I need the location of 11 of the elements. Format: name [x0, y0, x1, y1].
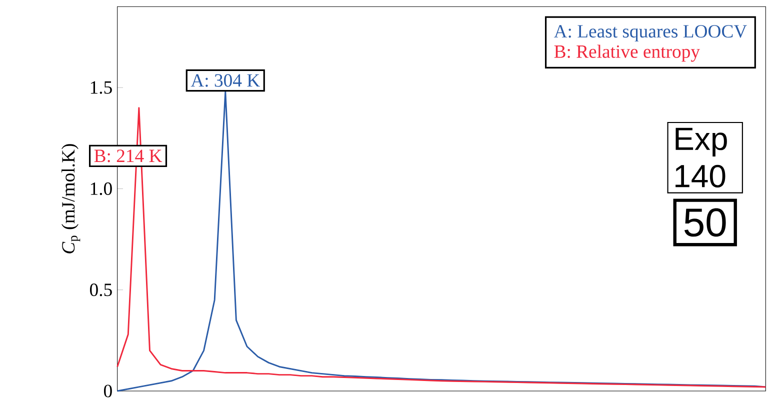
text: A: Least squares LOOCV	[554, 25, 747, 42]
y-tick-label: 0	[104, 384, 112, 398]
y-tick-label: 1.0	[90, 182, 112, 196]
y-axis-title: C$_{p}$ (mJ/mol.K)	[62, 144, 80, 254]
text: B: Relative entropy	[554, 44, 700, 62]
y-tick-label: 0.5	[90, 284, 112, 296]
y-tick-label: 1.5	[90, 81, 112, 94]
annotation: 50	[684, 208, 726, 237]
annotation: A: 304 K	[190, 74, 260, 87]
annotation: B: 214 K	[94, 150, 162, 162]
annotation: Exp 140	[676, 128, 727, 188]
